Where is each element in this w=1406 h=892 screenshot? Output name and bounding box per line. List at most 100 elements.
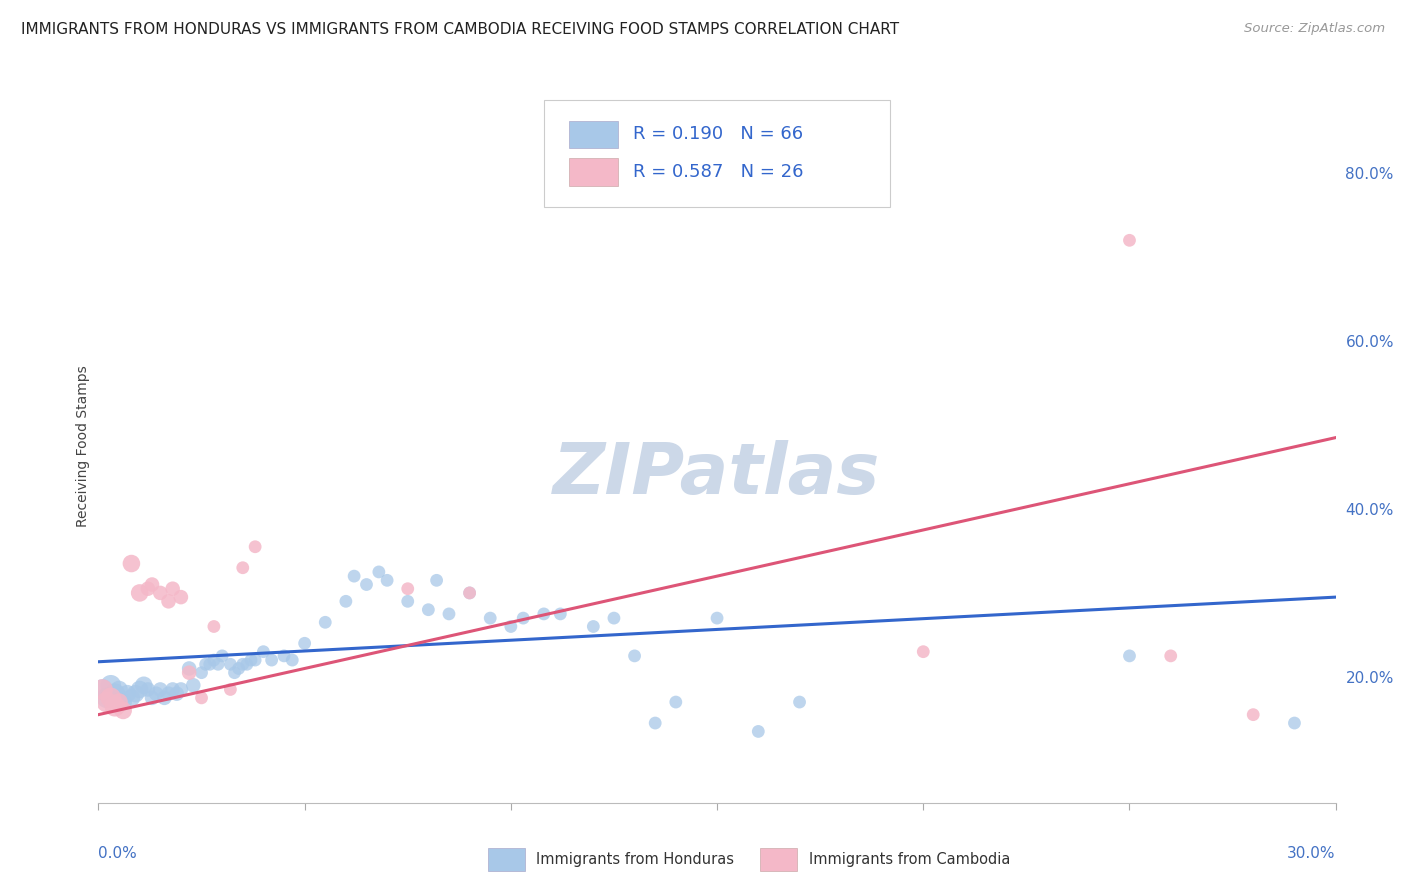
Point	[243, 653, 266, 667]
Point	[219, 682, 242, 697]
Point	[124, 687, 146, 701]
Point	[294, 636, 316, 650]
Point	[162, 582, 184, 596]
Point	[170, 590, 193, 604]
Point	[1284, 716, 1306, 731]
Point	[141, 690, 163, 705]
FancyBboxPatch shape	[568, 120, 619, 148]
Point	[232, 560, 254, 574]
Point	[145, 687, 167, 701]
Point	[1118, 648, 1140, 663]
Text: ZIPatlas: ZIPatlas	[554, 440, 880, 509]
Point	[104, 699, 127, 714]
Point	[136, 682, 159, 697]
Point	[426, 574, 449, 588]
Point	[228, 661, 250, 675]
FancyBboxPatch shape	[761, 847, 797, 871]
Point	[108, 682, 131, 697]
Point	[117, 687, 139, 701]
Point	[335, 594, 357, 608]
Point	[211, 648, 233, 663]
Point	[132, 678, 155, 692]
Text: Immigrants from Cambodia: Immigrants from Cambodia	[808, 853, 1010, 867]
Point	[499, 619, 522, 633]
Point	[437, 607, 460, 621]
Point	[136, 582, 159, 596]
Point	[623, 648, 645, 663]
Point	[120, 557, 142, 571]
FancyBboxPatch shape	[568, 159, 619, 186]
Point	[582, 619, 605, 633]
Point	[240, 653, 263, 667]
Point	[243, 540, 266, 554]
Text: Immigrants from Honduras: Immigrants from Honduras	[537, 853, 734, 867]
Point	[343, 569, 366, 583]
Point	[550, 607, 572, 621]
Point	[912, 645, 935, 659]
Point	[224, 665, 246, 680]
Point	[273, 648, 295, 663]
Point	[232, 657, 254, 672]
Point	[162, 682, 184, 697]
Point	[396, 582, 419, 596]
Point	[458, 586, 481, 600]
Point	[1241, 707, 1264, 722]
Point	[190, 690, 212, 705]
Point	[100, 690, 122, 705]
Point	[153, 690, 176, 705]
Point	[747, 724, 769, 739]
Point	[181, 678, 204, 692]
Text: R = 0.190   N = 66: R = 0.190 N = 66	[633, 125, 803, 143]
Point	[120, 690, 142, 705]
Point	[91, 682, 114, 697]
Point	[202, 619, 225, 633]
Point	[1118, 233, 1140, 247]
Point	[179, 661, 201, 675]
Point	[190, 665, 212, 680]
Point	[314, 615, 336, 630]
Point	[141, 577, 163, 591]
Text: R = 0.587   N = 26: R = 0.587 N = 26	[633, 163, 803, 181]
FancyBboxPatch shape	[544, 100, 890, 207]
Point	[202, 653, 225, 667]
Point	[179, 665, 201, 680]
Point	[1160, 648, 1182, 663]
Point	[260, 653, 283, 667]
Point	[112, 695, 135, 709]
Y-axis label: Receiving Food Stamps: Receiving Food Stamps	[76, 365, 90, 527]
Text: IMMIGRANTS FROM HONDURAS VS IMMIGRANTS FROM CAMBODIA RECEIVING FOOD STAMPS CORRE: IMMIGRANTS FROM HONDURAS VS IMMIGRANTS F…	[21, 22, 900, 37]
Point	[96, 695, 118, 709]
Point	[112, 703, 135, 717]
Point	[166, 687, 188, 701]
Point	[198, 657, 221, 672]
Text: Source: ZipAtlas.com: Source: ZipAtlas.com	[1244, 22, 1385, 36]
Point	[252, 645, 274, 659]
FancyBboxPatch shape	[488, 847, 526, 871]
Point	[458, 586, 481, 600]
Point	[418, 603, 440, 617]
Point	[603, 611, 626, 625]
Point	[479, 611, 502, 625]
Point	[149, 682, 172, 697]
Point	[375, 574, 398, 588]
Point	[91, 682, 114, 697]
Point	[219, 657, 242, 672]
Point	[789, 695, 811, 709]
Point	[128, 586, 150, 600]
Point	[149, 586, 172, 600]
Point	[533, 607, 555, 621]
Point	[96, 690, 118, 705]
Point	[512, 611, 534, 625]
Point	[356, 577, 378, 591]
Point	[281, 653, 304, 667]
Point	[170, 682, 193, 697]
Point	[157, 594, 180, 608]
Text: 30.0%: 30.0%	[1288, 846, 1336, 861]
Point	[665, 695, 688, 709]
Point	[644, 716, 666, 731]
Point	[108, 695, 131, 709]
Point	[396, 594, 419, 608]
Point	[104, 687, 127, 701]
Point	[194, 657, 217, 672]
Point	[367, 565, 389, 579]
